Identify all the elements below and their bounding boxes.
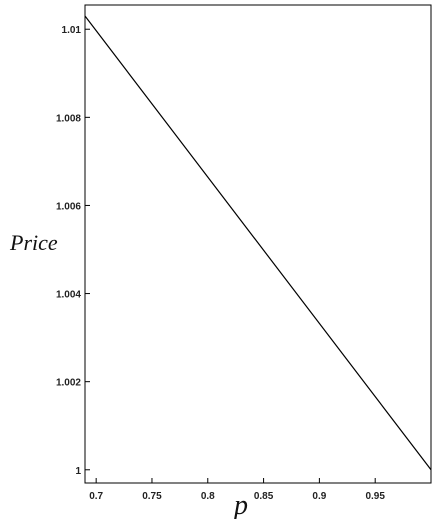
y-tick-label: 1.002: [56, 378, 81, 389]
plot-frame: [84, 4, 432, 484]
x-tick-label: 0.85: [254, 491, 274, 502]
y-tick-label: 1.006: [56, 201, 81, 212]
y-tick-label: 1.004: [56, 290, 81, 301]
x-tick-label: 0.7: [89, 491, 103, 502]
x-axis-title: p: [232, 490, 248, 519]
x-tick-label: 0.9: [312, 491, 326, 502]
y-tick-label: 1: [75, 466, 81, 477]
price-series-line: [84, 15, 432, 471]
y-axis-title: Price: [9, 230, 58, 255]
y-tick-label: 1.008: [56, 113, 81, 124]
x-tick-label: 0.8: [201, 491, 215, 502]
x-tick-label: 0.95: [365, 491, 385, 502]
x-tick-label: 0.75: [142, 491, 162, 502]
y-tick-label: 1.01: [62, 25, 82, 36]
